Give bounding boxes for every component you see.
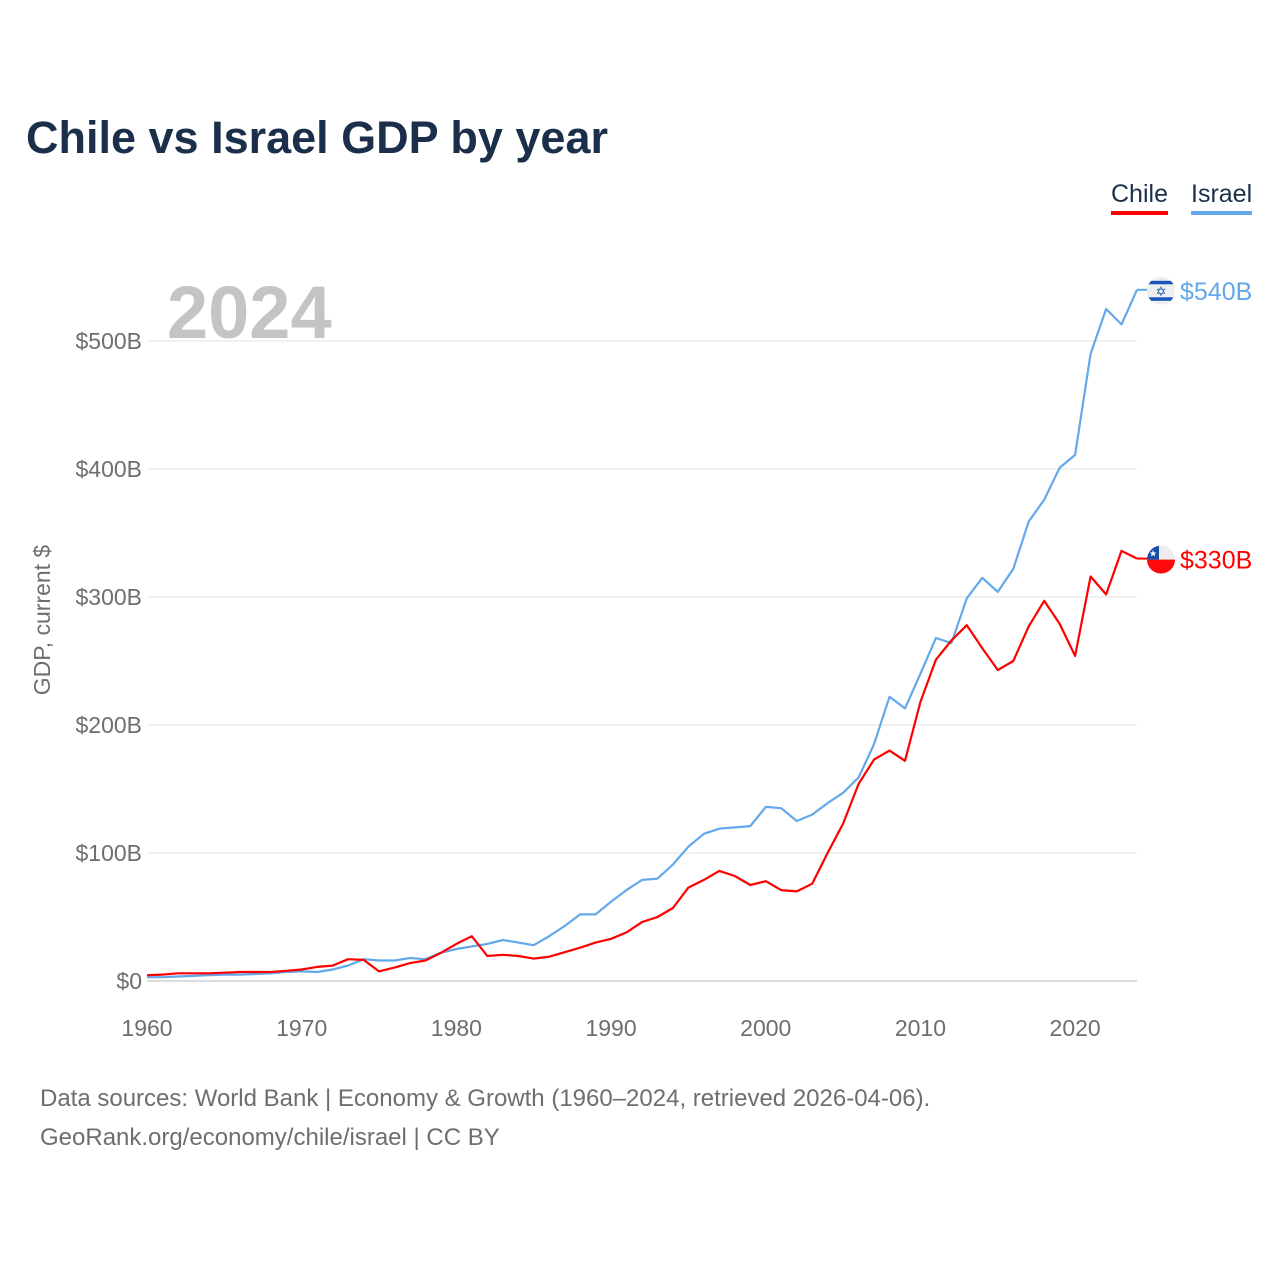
x-tick-label: 1960 bbox=[121, 1015, 172, 1041]
y-tick-label: $200B bbox=[75, 712, 142, 738]
y-tick-label: $0 bbox=[116, 968, 142, 994]
chart-title: Chile vs Israel GDP by year bbox=[26, 112, 608, 163]
y-tick-label: $500B bbox=[75, 328, 142, 354]
svg-text:★: ★ bbox=[1149, 550, 1157, 560]
chile-flag-icon: ★ bbox=[1147, 545, 1175, 574]
x-tick-label: 2000 bbox=[740, 1015, 791, 1041]
x-tick-label: 1980 bbox=[431, 1015, 482, 1041]
y-tick-label: $300B bbox=[75, 584, 142, 610]
x-tick-label: 2020 bbox=[1050, 1015, 1101, 1041]
footer-sources: Data sources: World Bank | Economy & Gro… bbox=[40, 1085, 931, 1112]
x-tick-label: 1970 bbox=[276, 1015, 327, 1041]
legend-chile[interactable]: Chile bbox=[1111, 180, 1168, 215]
legend-israel[interactable]: Israel bbox=[1191, 180, 1253, 215]
israel-flag-icon: ✡ bbox=[1147, 276, 1175, 305]
svg-text:✡: ✡ bbox=[1156, 285, 1167, 300]
x-tick-label: 2010 bbox=[895, 1015, 946, 1041]
end-value-label-chile: $330B bbox=[1180, 547, 1252, 575]
series-line-israel bbox=[147, 289, 1139, 979]
end-value-label-israel: $540B bbox=[1180, 278, 1252, 306]
footer-credit: GeoRank.org/economy/chile/israel | CC BY bbox=[40, 1124, 500, 1151]
y-axis-label: GDP, current $ bbox=[29, 545, 55, 696]
y-tick-label: $100B bbox=[75, 840, 142, 866]
year-watermark: 2024 bbox=[167, 271, 332, 354]
y-tick-label: $400B bbox=[75, 456, 142, 482]
series-line-chile bbox=[146, 549, 1138, 977]
x-tick-label: 1990 bbox=[585, 1015, 636, 1041]
